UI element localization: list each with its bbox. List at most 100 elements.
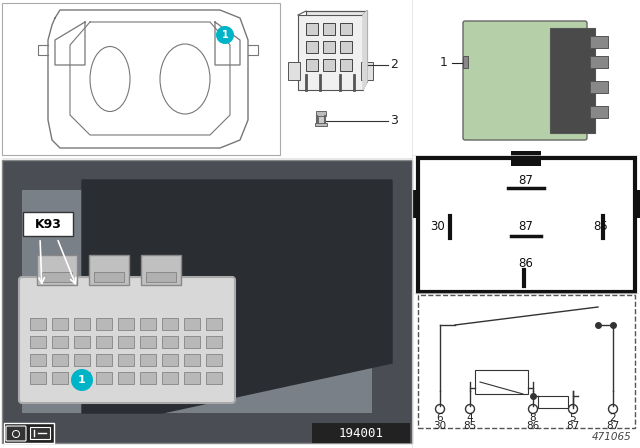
Bar [140,372,156,384]
Bar [2,3,280,155]
Circle shape [216,26,234,44]
Text: 1: 1 [78,375,86,385]
Circle shape [71,369,93,391]
Bar [206,318,222,330]
Text: 4: 4 [467,413,474,423]
Bar [323,59,335,71]
Bar [184,336,200,348]
Bar [463,56,468,68]
Circle shape [465,405,474,414]
Bar [306,59,318,71]
Bar [538,396,568,408]
Bar [30,372,46,384]
Text: 87: 87 [566,421,580,431]
Bar [403,190,418,218]
Bar [306,41,318,53]
Text: 85: 85 [593,220,608,233]
Bar [590,106,608,118]
Bar [140,336,156,348]
FancyBboxPatch shape [23,212,73,236]
Bar [42,272,72,282]
Bar [118,354,134,366]
Bar [22,190,372,413]
Bar [162,318,178,330]
Bar [340,59,352,71]
Bar [298,15,363,90]
Text: 5: 5 [570,413,576,423]
Bar [635,190,640,218]
Bar [206,336,222,348]
Circle shape [529,405,538,414]
Circle shape [568,405,577,414]
Bar [146,272,176,282]
Bar [4,423,54,443]
Text: 85: 85 [463,421,477,431]
Bar [74,354,90,366]
Bar [140,318,156,330]
Bar [475,370,528,394]
Text: K93: K93 [35,217,61,231]
Bar [361,62,373,80]
Bar [184,372,200,384]
Bar [312,423,410,443]
Circle shape [435,405,445,414]
Text: 8: 8 [530,413,536,423]
Bar [30,427,50,439]
Bar [74,318,90,330]
Bar [206,372,222,384]
Text: 194001: 194001 [339,426,383,439]
Text: 471065: 471065 [592,432,632,442]
Bar [96,336,112,348]
Bar [418,158,635,292]
Text: 87: 87 [518,173,533,186]
Bar [74,372,90,384]
Text: 1: 1 [221,30,228,40]
Bar [306,11,367,82]
Bar [52,354,68,366]
Bar [52,318,68,330]
Bar [590,36,608,48]
Bar [74,336,90,348]
Text: 2: 2 [390,57,398,70]
Text: 1: 1 [440,56,448,69]
Polygon shape [363,11,367,90]
Text: 87: 87 [606,421,620,431]
Bar [315,123,327,126]
Bar [316,111,326,116]
Bar [30,336,46,348]
Bar [2,160,412,443]
Bar [162,336,178,348]
Circle shape [13,431,19,438]
Bar [96,372,112,384]
FancyBboxPatch shape [6,426,26,441]
Bar [52,372,68,384]
Bar [118,318,134,330]
Circle shape [609,405,618,414]
Text: 30: 30 [433,421,447,431]
FancyBboxPatch shape [19,277,235,403]
Bar [511,151,541,166]
Text: 6: 6 [436,413,444,423]
Polygon shape [82,180,392,413]
Bar [96,354,112,366]
Text: 2: 2 [610,413,616,423]
Bar [318,116,324,126]
Bar [89,255,129,285]
Bar [550,28,595,133]
Bar [141,255,181,285]
Bar [37,255,77,285]
Bar [162,372,178,384]
Bar [140,354,156,366]
Text: 86: 86 [526,421,540,431]
Bar [30,354,46,366]
Bar [590,56,608,68]
Bar [340,41,352,53]
Bar [590,81,608,93]
Bar [52,336,68,348]
Bar [118,372,134,384]
Bar [118,336,134,348]
Bar [288,62,300,80]
Polygon shape [48,10,248,148]
Text: 3: 3 [390,113,398,126]
Bar [96,318,112,330]
